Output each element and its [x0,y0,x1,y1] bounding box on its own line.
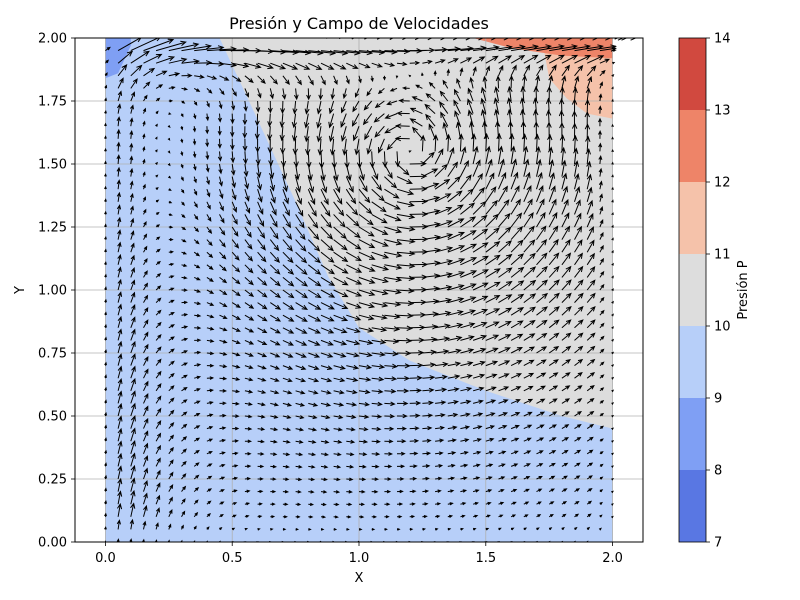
colorbar-tick-label: 9 [714,392,722,407]
y-tick-label: 1.25 [38,221,67,236]
plot-area [75,38,643,542]
x-axis-ticks: 0.0 0.5 1.0 1.5 2.0 [95,542,623,566]
colorbar-tick-label: 7 [714,536,722,551]
colorbar-tick-label: 12 [714,176,731,191]
colorbar-segment [679,38,706,110]
y-tick-label: 1.00 [38,284,67,299]
pressure-region-12-13 [473,38,613,59]
y-axis-label: Y [13,286,28,295]
y-tick-label: 0.50 [38,410,67,425]
x-tick-label: 0.5 [222,551,243,566]
chart-title: Presión y Campo de Velocidades [229,14,489,33]
x-tick-label: 2.0 [602,551,623,566]
colorbar-tick-label: 10 [714,320,731,335]
y-axis-ticks: 0.00 0.25 0.50 0.75 1.00 1.25 1.50 1.75 2.00 [38,32,75,551]
y-tick-label: 2.00 [38,32,67,47]
pressure-region-10-11 [219,38,613,429]
colorbar-segment [679,110,706,182]
colorbar-segment [679,326,706,398]
colorbar-segment [679,470,706,542]
x-tick-label: 1.5 [475,551,496,566]
colorbar-tick-label: 11 [714,248,731,263]
y-tick-label: 1.50 [38,158,67,173]
y-tick-label: 1.75 [38,95,67,110]
colorbar-segment [679,398,706,470]
y-tick-label: 0.75 [38,347,67,362]
colorbar-frame [678,37,707,543]
colorbar-tick-label: 13 [714,104,731,119]
x-tick-label: 1.0 [349,551,370,566]
colorbar-tick-label: 14 [714,32,731,47]
pressure-region-8-9 [105,38,131,79]
x-tick-label: 0.0 [95,551,116,566]
x-axis-label: X [355,571,364,586]
y-tick-label: 0.25 [38,473,67,488]
y-tick-label: 0.00 [38,536,67,551]
colorbar-tick-label: 8 [714,464,722,479]
colorbar: 7 8 9 10 11 12 13 14 [678,32,731,551]
colorbar-segment [679,254,706,326]
colorbar-segment [679,182,706,254]
colorbar-label: Presión P [736,260,751,319]
